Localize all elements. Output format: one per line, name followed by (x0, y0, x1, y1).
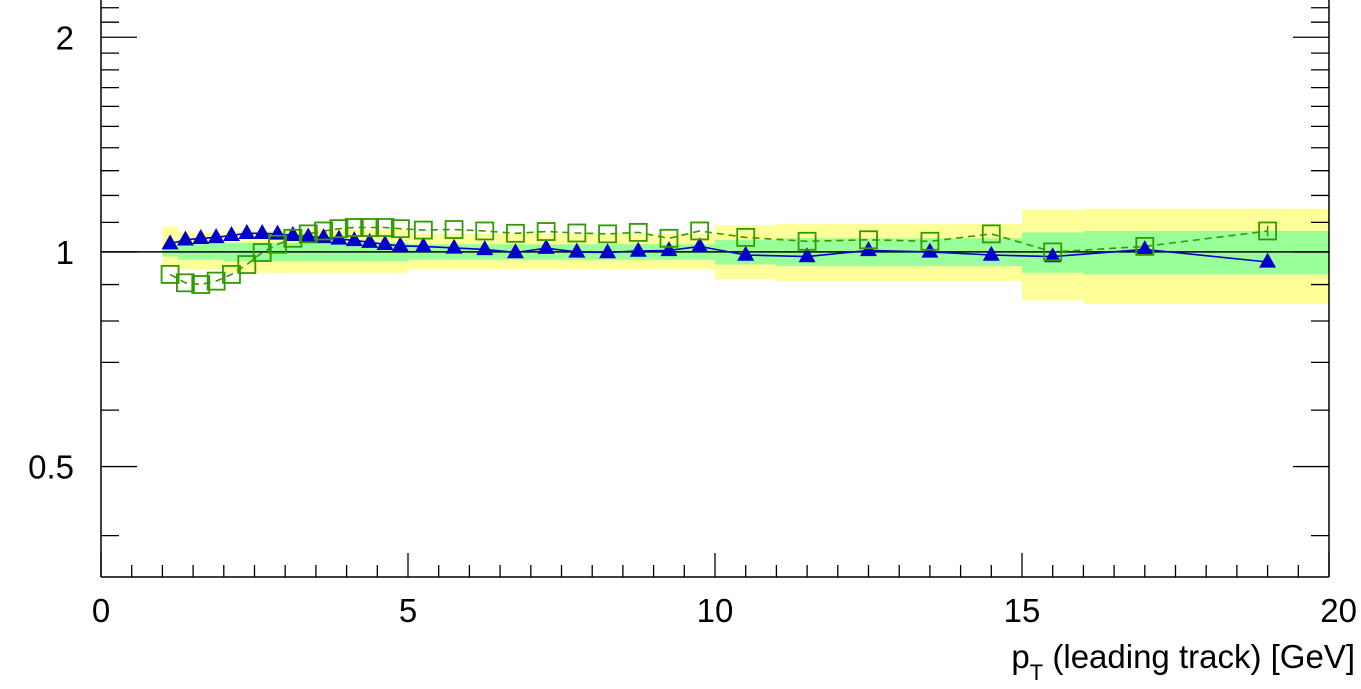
data-point-square (329, 219, 349, 239)
data-point-square (736, 227, 756, 247)
data-point-triangle (445, 238, 463, 254)
data-point-square (659, 228, 679, 248)
data-point-triangle (192, 228, 210, 244)
data-point-triangle (238, 223, 256, 239)
data-point-triangle (414, 237, 432, 253)
data-point-triangle (798, 247, 816, 263)
data-point-square (628, 223, 648, 242)
data-point-triangle (568, 242, 586, 258)
data-point-square (444, 220, 464, 239)
data-point-square (390, 219, 410, 239)
axis-tick-labels: 0 5 10 15 20 0.5 1 2 (28, 19, 1357, 629)
x-tick-label: 15 (1004, 592, 1041, 629)
data-point-triangle (1044, 247, 1062, 263)
band-inner (1083, 230, 1329, 275)
series-markers (160, 218, 1277, 294)
series-lines (169, 226, 1268, 286)
data-point-square (176, 273, 195, 293)
data-point-square (598, 224, 617, 244)
x-tick-label: 0 (92, 592, 110, 629)
data-point-square (859, 230, 878, 250)
data-point-square (536, 222, 556, 241)
data-point-square (1043, 242, 1063, 262)
data-point-triangle (253, 223, 271, 239)
x-tick-label: 5 (399, 592, 417, 629)
data-point-triangle (299, 227, 317, 243)
data-point-triangle (345, 231, 363, 247)
data-point-triangle (537, 238, 555, 254)
series-line-square (169, 226, 1268, 286)
x-tick-label: 20 (1320, 592, 1357, 629)
data-point-square (298, 224, 318, 244)
data-point-square (475, 221, 495, 241)
data-point-triangle (284, 226, 302, 242)
data-point-triangle (361, 232, 379, 248)
data-point-triangle (1259, 252, 1277, 268)
data-point-square (160, 264, 180, 284)
data-point-square (981, 224, 1001, 244)
data-point-square (314, 221, 333, 241)
data-point-triangle (691, 237, 709, 253)
data-point-square (413, 220, 433, 240)
data-point-square (690, 221, 710, 241)
data-point-triangle (660, 241, 678, 257)
data-point-square (360, 218, 380, 237)
x-axis-label-subscript: T (1030, 660, 1043, 685)
y-tick-label: 1 (56, 234, 74, 271)
x-axis-label-rest: (leading track) [GeV] (1043, 638, 1355, 675)
data-point-triangle (222, 226, 240, 242)
y-tick-label: 2 (56, 19, 74, 56)
data-point-triangle (629, 241, 647, 257)
x-tick-label: 10 (697, 592, 734, 629)
data-point-triangle (737, 245, 755, 261)
x-axis-label-p: p (1011, 638, 1029, 675)
data-point-triangle (982, 245, 1000, 261)
data-point-triangle (1136, 240, 1154, 256)
data-point-square (920, 231, 940, 251)
data-point-square (206, 271, 226, 291)
data-point-triangle (207, 228, 225, 244)
y-tick-label: 0.5 (28, 449, 74, 486)
x-axis-label: pT (leading track) [GeV] (1011, 638, 1355, 685)
data-point-square (222, 264, 241, 284)
data-point-triangle (599, 243, 617, 259)
data-point-triangle (176, 230, 194, 246)
data-point-square (1135, 236, 1155, 256)
data-point-square (237, 255, 257, 274)
data-point-triangle (476, 240, 494, 256)
data-point-square (268, 234, 287, 254)
data-point-triangle (391, 236, 409, 252)
data-point-square (567, 223, 587, 243)
data-point-square (283, 228, 303, 248)
data-point-triangle (376, 234, 394, 250)
axis-ticks (100, 7, 1330, 577)
data-point-square (344, 218, 364, 237)
data-point-square (375, 218, 395, 237)
data-point-square (1258, 221, 1277, 241)
data-point-triangle (161, 234, 179, 250)
data-point-square (506, 223, 525, 243)
series-line-triangle (169, 232, 1268, 263)
data-point-square (797, 231, 817, 251)
data-point-triangle (506, 243, 524, 259)
data-point-square (191, 275, 211, 294)
